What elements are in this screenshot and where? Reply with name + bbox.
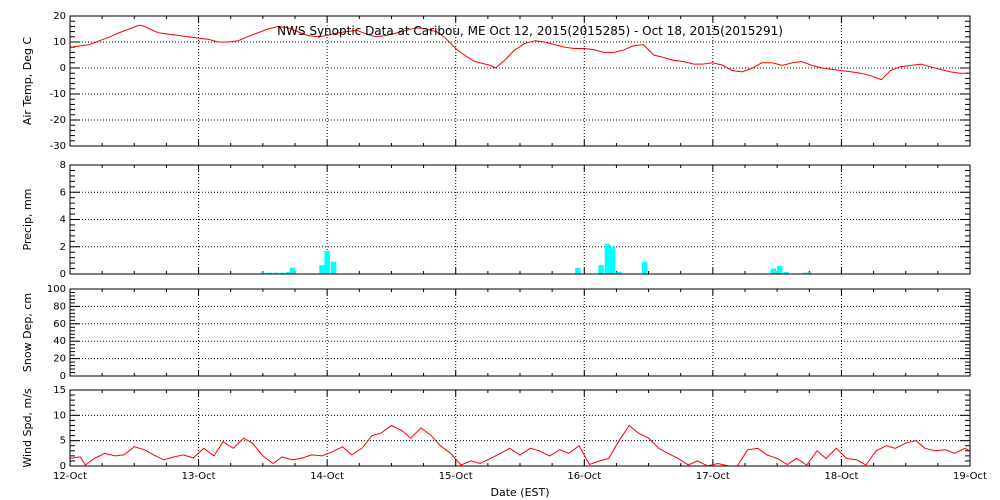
x-axis-label: Date (EST) — [490, 486, 549, 499]
snow-depth-ylabel: Snow Dep, cm — [21, 293, 34, 372]
air-temp-panel: -30 -20 -10 0 10 20 Air Temp, Deg C — [21, 11, 971, 152]
wind-speed-ytick-label: 0 — [60, 461, 66, 472]
x-tick-label: 12-Oct — [53, 471, 87, 482]
air-temp-ylabel: Air Temp, Deg C — [21, 37, 34, 126]
air-temp-ytick-label: 20 — [53, 11, 66, 22]
snow-depth-ytick-label: 60 — [53, 319, 66, 330]
air-temp-frame — [69, 15, 971, 147]
wind-speed-frame — [69, 389, 971, 467]
precip-bar — [770, 268, 777, 274]
x-tick-label: 15-Oct — [439, 471, 473, 482]
precip-frame — [69, 164, 971, 275]
wind-speed-ylabel: Wind Spd, m/s — [21, 388, 34, 468]
wind-speed-ytick-label: 10 — [53, 410, 66, 421]
air-temp-series-line — [69, 24, 970, 81]
precip-bar — [272, 272, 279, 274]
chart-title: NWS Synoptic Data at Caribou, ME Oct 12,… — [277, 24, 783, 38]
precip-ytick-label: 0 — [60, 269, 66, 280]
precip-bar — [289, 267, 296, 274]
precip-ytick-label: 2 — [60, 242, 66, 253]
precip-bar — [783, 271, 789, 274]
precip-bar — [616, 271, 622, 274]
precip-ytick-label: 8 — [60, 160, 66, 171]
precip-bar — [330, 261, 337, 274]
precip-bar — [279, 272, 285, 274]
wind-speed-panel: 0 5 10 15 Wind Spd, m/s 12-Oct 13-Oct 14-Oct 15-… — [21, 385, 987, 482]
precip-ytick-label: 4 — [60, 215, 66, 226]
precip-bar — [324, 250, 330, 274]
snow-depth-panel: 0 20 40 60 80 100 Snow Dep, cm — [21, 284, 971, 382]
snow-depth-ytick-label: 20 — [53, 354, 66, 365]
precip-bar — [598, 265, 604, 274]
precip-ylabel: Precip, mm — [21, 189, 34, 251]
precip-bar — [266, 272, 273, 274]
panels: -30 -20 -10 0 10 20 Air Temp, Deg C 0 2 4 6 8 Precip… — [21, 11, 987, 482]
air-temp-ytick-label: 0 — [60, 63, 66, 74]
precip-bar — [806, 272, 813, 274]
precip-bar — [260, 272, 266, 274]
precip-bar — [776, 265, 783, 274]
snow-depth-frame — [69, 288, 971, 377]
air-temp-ytick-label: -30 — [50, 141, 66, 152]
precip-bar — [604, 244, 611, 274]
x-tick-label: 17-Oct — [696, 471, 730, 482]
precip-bar — [802, 272, 809, 274]
x-tick-label: 14-Oct — [310, 471, 344, 482]
snow-depth-ytick-label: 0 — [60, 371, 66, 382]
precip-bar — [319, 265, 325, 274]
precip-panel: 0 2 4 6 8 Precip, mm — [21, 160, 971, 280]
precip-bar — [609, 246, 616, 274]
precip-bar — [575, 267, 581, 274]
air-temp-ytick-label: -10 — [50, 89, 66, 100]
wind-speed-ytick-label: 15 — [53, 385, 66, 396]
x-tick-label: 13-Oct — [182, 471, 216, 482]
precip-bar — [641, 261, 648, 274]
precip-ytick-label: 6 — [60, 187, 66, 198]
x-tick-label: 19-Oct — [953, 471, 987, 482]
x-tick-label: 16-Oct — [567, 471, 601, 482]
precip-bar — [285, 271, 292, 274]
wind-speed-ytick-label: 5 — [60, 436, 66, 447]
x-tick-label: 18-Oct — [824, 471, 858, 482]
snow-depth-ytick-label: 100 — [47, 284, 66, 295]
wind-speed-series-line — [69, 424, 971, 467]
air-temp-ytick-label: -20 — [50, 115, 66, 126]
snow-depth-ytick-label: 80 — [53, 301, 66, 312]
snow-depth-ytick-label: 40 — [53, 336, 66, 347]
air-temp-ytick-label: 10 — [53, 37, 66, 48]
